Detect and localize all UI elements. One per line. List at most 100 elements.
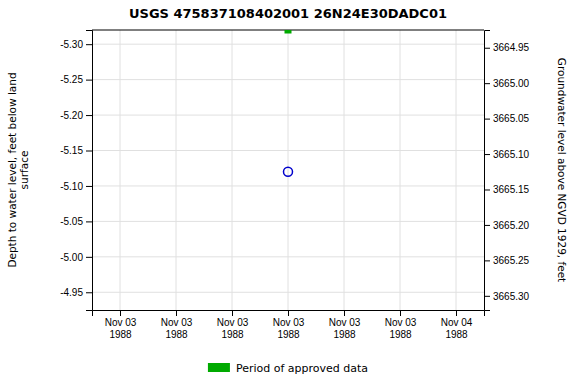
tick-label: -5.15 xyxy=(60,145,83,156)
tick: Nov 041988 xyxy=(441,310,473,340)
tick: 3665.30 xyxy=(484,291,530,302)
tick: 3665.20 xyxy=(484,220,530,231)
tick: -5.10 xyxy=(60,181,92,192)
tick-label: -5.10 xyxy=(60,181,83,192)
y-axis-title: Depth to water level, feet below landsur… xyxy=(6,72,30,267)
text-line: 1988 xyxy=(389,329,412,340)
legend-label: Period of approved data xyxy=(236,362,368,375)
tick: Nov 031988 xyxy=(105,310,137,340)
tick-mark xyxy=(86,257,92,258)
tick-mark xyxy=(86,186,92,187)
tick-mark xyxy=(120,310,121,316)
tick: Nov 031988 xyxy=(273,310,305,340)
axis-line xyxy=(86,31,93,311)
tick: -5.05 xyxy=(60,216,92,227)
chart: Nov 031988Nov 031988Nov 031988Nov 031988… xyxy=(0,0,576,384)
tick-mark xyxy=(86,80,92,81)
tick-mark xyxy=(484,154,490,155)
legend-swatch xyxy=(208,363,230,372)
tick: 3665.05 xyxy=(484,113,530,124)
tick-label: 3665.25 xyxy=(493,255,530,266)
tick: 3664.95 xyxy=(484,42,530,53)
tick-mark xyxy=(484,119,490,120)
tick: 3665.00 xyxy=(484,78,530,89)
text-line: Nov 03 xyxy=(161,317,193,328)
tick-label: 3665.10 xyxy=(493,149,530,160)
tick-label: 3664.95 xyxy=(493,42,530,53)
tick: -5.00 xyxy=(60,252,92,263)
legend-item: Period of approved data xyxy=(208,362,368,375)
tick-mark xyxy=(86,292,92,293)
tick-mark xyxy=(456,310,457,316)
tick: -5.15 xyxy=(60,145,92,156)
axis-line xyxy=(93,311,485,317)
point xyxy=(284,167,293,176)
tick-label: -5.00 xyxy=(60,252,83,263)
axis-line xyxy=(485,31,491,311)
text-line: 1988 xyxy=(333,329,356,340)
tick-mark xyxy=(484,225,490,226)
tick: 3665.10 xyxy=(484,149,530,160)
grid-line xyxy=(456,30,457,310)
tick-mark xyxy=(86,151,92,152)
tick: Nov 031988 xyxy=(385,310,417,340)
tick: 3665.15 xyxy=(484,184,530,195)
tick-mark xyxy=(484,48,490,49)
text-line: 1988 xyxy=(165,329,188,340)
tick-label: 3665.30 xyxy=(493,291,530,302)
legend: Period of approved data xyxy=(208,362,368,375)
tick-label: -5.20 xyxy=(60,110,83,121)
marks xyxy=(284,30,293,176)
tick-label: Nov 041988 xyxy=(441,317,473,340)
text-line: 1988 xyxy=(109,329,132,340)
tick-mark xyxy=(176,310,177,316)
text-line: 1988 xyxy=(221,329,244,340)
grid-line xyxy=(176,30,177,310)
x-axis: Nov 031988Nov 031988Nov 031988Nov 031988… xyxy=(93,310,485,340)
tick-label: Nov 031988 xyxy=(329,317,361,340)
tick: Nov 031988 xyxy=(161,310,193,340)
tick-label: -5.05 xyxy=(60,216,83,227)
title: USGS 475837108402001 26N24E30DADC01 xyxy=(129,6,447,21)
tick-label: -5.30 xyxy=(60,39,83,50)
tick-mark xyxy=(484,260,490,261)
tick-label: -5.25 xyxy=(60,74,83,85)
grid-line xyxy=(232,30,233,310)
tick-label: Nov 031988 xyxy=(217,317,249,340)
tick-label: Nov 031988 xyxy=(385,317,417,340)
tick: -5.30 xyxy=(60,39,92,50)
text-line: Nov 03 xyxy=(217,317,249,328)
tick-mark xyxy=(86,221,92,222)
text-line: 1988 xyxy=(445,329,468,340)
text-line: Nov 03 xyxy=(385,317,417,328)
tick: -5.20 xyxy=(60,110,92,121)
series xyxy=(285,30,292,34)
text-line: Nov 03 xyxy=(273,317,305,328)
tick-label: 3665.05 xyxy=(493,113,530,124)
text-line: surface xyxy=(18,151,30,190)
text-line: Depth to water level, feet below land xyxy=(6,72,18,267)
grid xyxy=(92,30,484,310)
tick-mark xyxy=(484,296,490,297)
series xyxy=(284,167,293,176)
y-axis: -5.30 -5.25 -5.20 -5.15 -5.10 -5.05 -5.00 -4.95 xyxy=(60,31,92,311)
tick-label: 3665.20 xyxy=(493,220,530,231)
tick: 3665.25 xyxy=(484,255,530,266)
tick: -4.95 xyxy=(60,287,92,298)
tick: Nov 031988 xyxy=(329,310,361,340)
tick-label: -4.95 xyxy=(60,287,83,298)
tick-mark xyxy=(344,310,345,316)
point xyxy=(285,30,292,34)
text-line: Nov 03 xyxy=(105,317,137,328)
plot-area: Nov 031988Nov 031988Nov 031988Nov 031988… xyxy=(60,27,529,340)
tick-label: Nov 031988 xyxy=(273,317,305,340)
tick-mark xyxy=(232,310,233,316)
y2-axis: 3665.30 3665.25 3665.20 3665.15 3665.10 3665.… xyxy=(484,31,530,311)
text-line: Nov 04 xyxy=(441,317,473,328)
tick-mark xyxy=(288,310,289,316)
tick-mark xyxy=(86,115,92,116)
text-line: Nov 03 xyxy=(329,317,361,328)
tick-mark xyxy=(86,44,92,45)
tick: -5.25 xyxy=(60,74,92,85)
grid-line xyxy=(120,30,121,310)
